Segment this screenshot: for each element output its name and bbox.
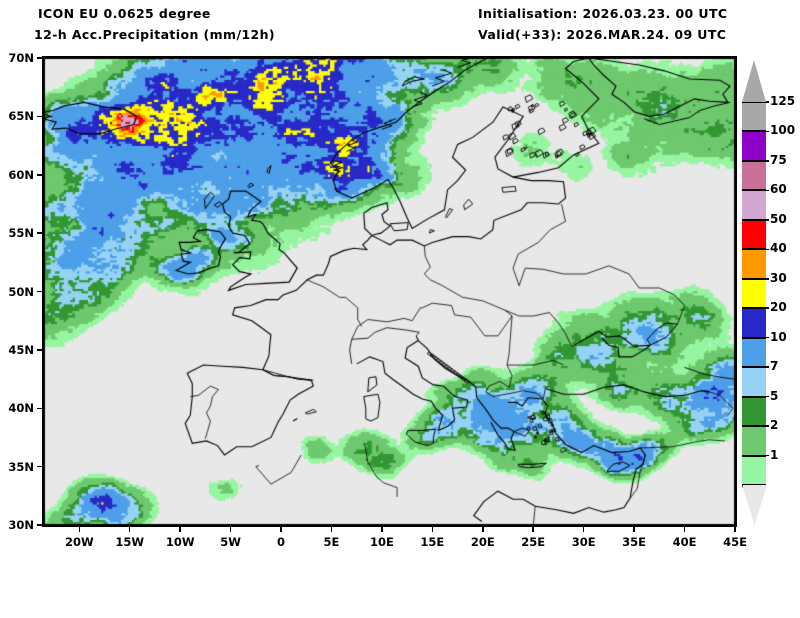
valid-time: Valid(+33): 2026.MAR.24. 09 UTC <box>478 27 727 42</box>
colorbar-tick <box>766 189 769 192</box>
x-axis-tick <box>128 527 131 532</box>
colorbar-label-40-50: 40 <box>770 241 787 256</box>
colorbar-swatch-10-20 <box>742 337 766 368</box>
x-axis-label: 35E <box>622 535 647 549</box>
y-axis-tick <box>37 290 42 293</box>
y-axis-tick <box>37 232 42 234</box>
colorbar-label-1-2: 1 <box>770 447 779 462</box>
y-axis-label: 40N <box>8 401 34 416</box>
colorbar-swatch-40-50 <box>742 249 766 279</box>
x-axis-label: 10W <box>165 535 195 549</box>
y-axis-label: 50N <box>8 284 34 299</box>
colorbar-swatch-20-30 <box>742 308 766 338</box>
colorbar-gradient: 125 100 75 60 50 40 30 20 10 7 5 2 1 <box>742 60 795 525</box>
colorbar-label-5-7: 5 <box>770 388 779 403</box>
x-axis-label: 15W <box>115 535 145 549</box>
y-axis-label: 60N <box>8 167 34 182</box>
x-axis-label: 0 <box>277 535 286 549</box>
colorbar-swatch-5-7 <box>742 396 766 427</box>
colorbar-label-10-20: 10 <box>770 329 787 344</box>
x-axis-tick <box>734 527 736 532</box>
y-axis-label: 65N <box>8 109 34 124</box>
colorbar-swatch-30-40 <box>742 278 766 309</box>
colorbar-label-30-40: 30 <box>770 270 787 285</box>
colorbar-tick <box>766 425 769 427</box>
colorbar-label-100-125: 100 <box>770 123 796 138</box>
x-axis-label: 45E <box>723 535 747 549</box>
x-axis-tick <box>482 527 484 532</box>
colorbar-label-60-75: 60 <box>770 182 787 197</box>
x-axis-label: 30E <box>571 535 596 549</box>
colorbar-tick <box>766 454 769 457</box>
colorbar-label-7-10: 7 <box>770 359 779 374</box>
colorbar-swatch-50-60 <box>742 219 766 250</box>
x-axis-tick <box>229 527 232 532</box>
colorbar-swatch-over-125 <box>742 102 766 132</box>
x-axis-label: 20E <box>470 535 495 549</box>
y-axis-tick <box>37 174 42 176</box>
y-axis-label: 55N <box>8 226 34 241</box>
model-title: ICON EU 0.0625 degree <box>38 6 211 21</box>
x-axis-tick <box>683 527 686 532</box>
x-axis-tick <box>381 527 383 532</box>
y-axis-tick <box>37 57 42 59</box>
x-axis-tick <box>532 527 534 532</box>
x-axis-label: 25E <box>521 535 546 549</box>
colorbar-label-50-60: 50 <box>770 211 787 226</box>
colorbar-tick <box>766 395 769 398</box>
y-axis-tick <box>37 465 42 468</box>
x-axis-label: 10E <box>369 535 394 549</box>
field-title: 12-h Acc.Precipitation (mm/12h) <box>34 27 276 42</box>
colorbar-tick <box>766 219 769 221</box>
x-axis-tick <box>280 527 282 532</box>
x-axis-label: 15E <box>420 535 445 549</box>
y-axis-tick <box>37 115 42 118</box>
initialisation-time: Initialisation: 2026.03.23. 00 UTC <box>478 6 728 21</box>
x-axis-label: 5E <box>323 535 340 549</box>
x-axis-tick <box>179 527 181 532</box>
colorbar-swatch-100-125 <box>742 131 766 161</box>
colorbar-over-max-arrow <box>742 60 766 102</box>
precipitation-map-canvas <box>44 58 735 525</box>
colorbar-tick <box>766 278 769 280</box>
colorbar-tick <box>766 366 769 368</box>
x-axis-tick <box>78 527 81 532</box>
y-axis-tick <box>37 349 42 351</box>
colorbar-tick <box>766 130 769 133</box>
colorbar-swatch-7-10 <box>742 367 766 397</box>
colorbar-label-2-5: 2 <box>770 418 779 433</box>
y-axis-tick <box>37 407 42 409</box>
y-axis-label: 30N <box>8 518 34 532</box>
colorbar-under-min-arrow <box>742 485 767 525</box>
x-axis-tick <box>431 527 434 532</box>
map-plot-frame <box>42 56 737 527</box>
colorbar-tick <box>766 101 769 103</box>
y-axis-label: 35N <box>8 459 34 474</box>
colorbar-swatch-1-2 <box>742 455 766 485</box>
colorbar-label-over-125: 125 <box>770 94 796 108</box>
colorbar-swatch-2-5 <box>742 426 766 456</box>
colorbar-label-75-100: 75 <box>770 152 787 167</box>
colorbar-swatch-60-75 <box>742 190 766 220</box>
x-axis-label: 40E <box>672 535 697 549</box>
precipitation-colorbar: 125 100 75 60 50 40 30 20 10 7 5 2 1 <box>742 60 795 525</box>
colorbar-label-20-30: 20 <box>770 300 787 315</box>
colorbar-tick <box>766 336 769 339</box>
x-axis-tick <box>330 527 333 532</box>
colorbar-swatch-75-100 <box>742 160 766 191</box>
colorbar-tick <box>766 160 769 162</box>
y-axis-label: 70N <box>8 51 34 65</box>
colorbar-tick <box>766 307 769 309</box>
x-axis-tick <box>633 527 635 532</box>
x-axis-label: 5W <box>220 535 241 549</box>
x-axis-tick <box>582 527 585 532</box>
y-axis-tick <box>37 524 42 526</box>
x-axis-label: 20W <box>64 535 94 549</box>
colorbar-tick <box>766 248 769 251</box>
y-axis-label: 45N <box>8 342 34 357</box>
